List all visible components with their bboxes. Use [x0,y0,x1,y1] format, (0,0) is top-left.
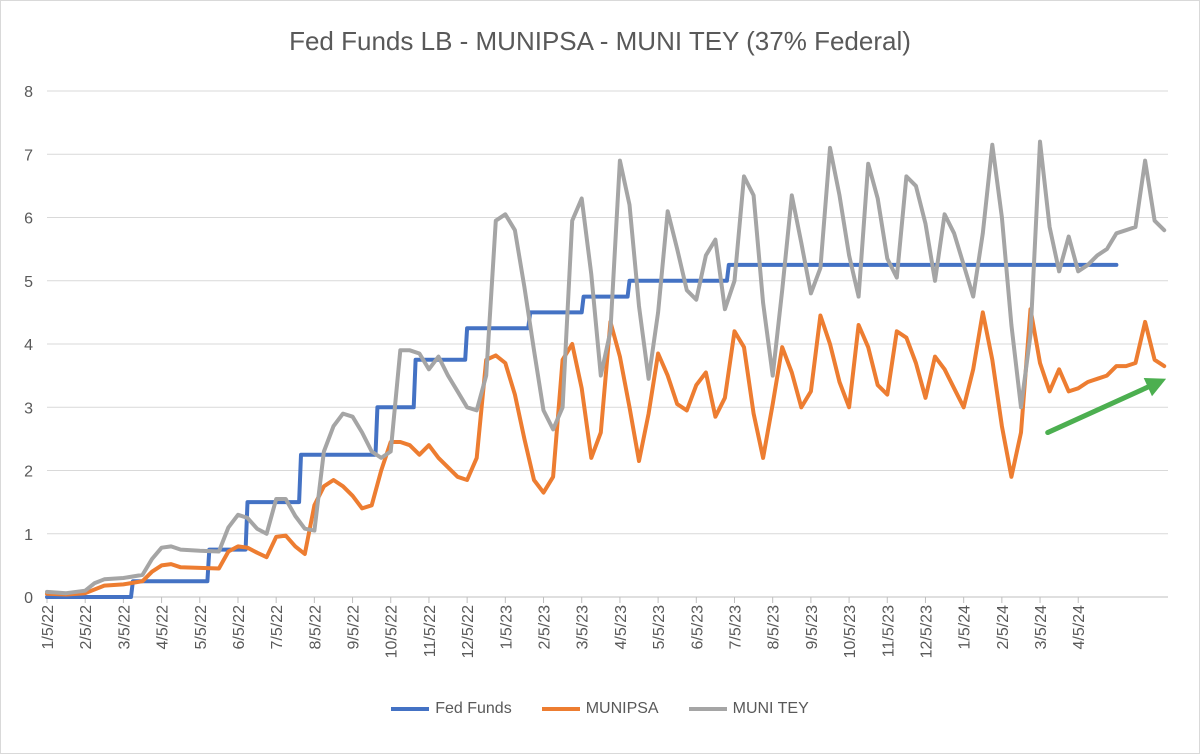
y-tick-label: 6 [24,211,33,228]
x-tick-label: 7/5/22 [269,605,286,650]
legend-label-munipsa: MUNIPSA [585,700,659,717]
y-tick-label: 3 [24,400,33,417]
chart-title: Fed Funds LB - MUNIPSA - MUNI TEY (37% F… [289,26,911,56]
x-tick-label: 4/5/22 [155,605,172,650]
legend-item-fed-funds: Fed Funds [391,700,512,718]
legend-item-munipsa: MUNIPSA [541,700,659,718]
series-line-muni-tey [45,139,1167,596]
y-tick-label: 2 [24,464,33,481]
legend-swatch-munipsa [541,707,580,711]
y-tick-label: 4 [24,337,33,354]
trend-arrow [1045,378,1167,436]
x-tick-label: 2/5/23 [537,605,554,650]
x-axis-ticks: 1/5/22 2/5/22 3/5/22 4/5/22 5/5/22 6/5/22 7/5/… [40,605,1088,658]
series-line-munipsa [45,307,1167,597]
legend-swatch-muni-tey [688,707,727,711]
y-tick-label: 8 [24,84,33,101]
x-tick-label: 5/5/22 [193,605,210,650]
arrow-shaft [1045,384,1151,436]
y-tick-label: 0 [24,590,33,607]
x-tick-label: 1/5/22 [40,605,57,650]
x-tick-label: 4/5/24 [1071,605,1088,650]
x-tick-label: 2/5/24 [995,605,1012,650]
arrow-head [1143,378,1167,397]
x-tick-label: 3/5/24 [1033,605,1050,650]
x-tick-label: 12/5/23 [918,605,935,658]
series-lines [45,139,1167,599]
y-tick-label: 5 [24,274,33,291]
legend-label-muni-tey: MUNI TEY [732,700,809,717]
legend-swatch-fed-funds [391,707,430,711]
y-axis-ticks: 0 1 2 3 4 5 6 7 8 [24,84,33,607]
x-tick-label: 6/5/23 [689,605,706,650]
x-tick-label: 1/5/23 [498,605,515,650]
x-tick-label: 6/5/22 [231,605,248,650]
x-tick-label: 11/5/22 [422,605,439,657]
x-tick-label: 4/5/23 [613,605,630,650]
x-tick-label: 8/5/23 [766,605,783,650]
grid-lines [47,90,1168,535]
x-tick-label: 9/5/23 [804,605,821,650]
x-tick-label: 1/5/24 [957,605,974,650]
legend: Fed Funds MUNIPSA MUNI TEY [0,700,1200,718]
legend-label-fed-funds: Fed Funds [435,700,512,717]
x-tick-label: 12/5/22 [460,605,477,658]
x-tick-label: 5/5/23 [651,605,668,650]
x-tick-label: 8/5/22 [307,605,324,650]
x-tick-label: 10/5/23 [842,605,859,658]
y-tick-label: 7 [24,147,33,164]
x-tick-label: 3/5/22 [116,605,133,650]
y-tick-label: 1 [24,527,33,544]
x-tick-label: 3/5/23 [575,605,592,650]
x-tick-label: 11/5/23 [880,605,897,657]
x-axis [46,596,1168,603]
x-tick-label: 10/5/22 [384,605,401,658]
legend-item-muni-tey: MUNI TEY [688,700,809,718]
series-line-fed-funds [45,262,1119,599]
x-tick-label: 7/5/23 [727,605,744,650]
x-tick-label: 2/5/22 [78,605,95,650]
x-tick-label: 9/5/22 [346,605,363,650]
